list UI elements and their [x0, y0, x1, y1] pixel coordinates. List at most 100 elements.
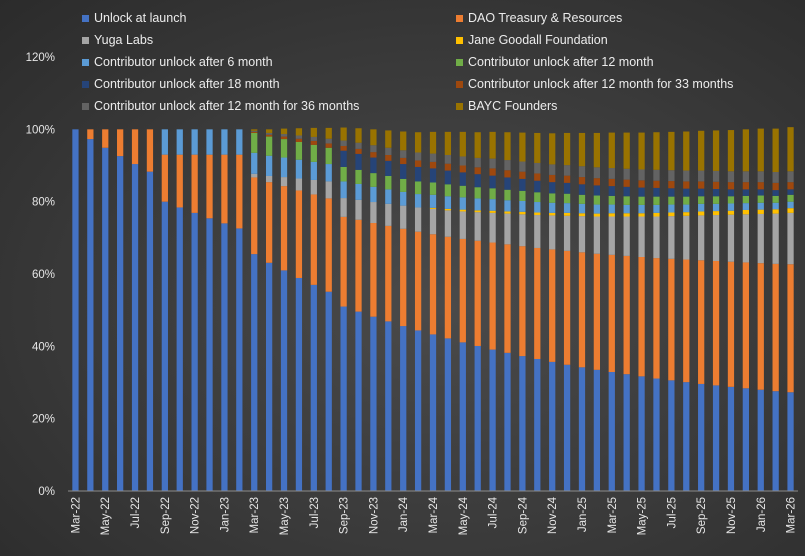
bar-segment: [251, 177, 258, 255]
bar-segment: [638, 213, 645, 217]
bar-segment: [489, 158, 496, 169]
x-tick-label: May-25: [637, 497, 649, 535]
bar-segment: [355, 128, 362, 143]
bar-segment: [489, 212, 496, 243]
bar-segment: [385, 147, 392, 156]
bar-segment: [385, 189, 392, 204]
bar-segment: [787, 212, 794, 265]
bar-segment: [623, 132, 630, 169]
bar-segment: [727, 386, 735, 491]
bar-segment: [712, 211, 720, 216]
bar-segment: [429, 168, 437, 183]
bar-segment: [251, 129, 258, 131]
bar-segment: [742, 214, 749, 263]
bar-segment: [608, 178, 615, 187]
x-tick-label: Mar-24: [428, 496, 440, 533]
bar-segment: [638, 180, 645, 188]
bar-segment: [102, 129, 109, 148]
bar-segment: [549, 215, 556, 250]
bar-segment: [787, 182, 794, 190]
legend-swatch: [456, 102, 463, 110]
bar-segment: [146, 129, 154, 172]
bar-segment: [295, 190, 303, 278]
legend-label: Contributor unlock after 12 month: [468, 55, 654, 69]
bar-segment: [593, 167, 601, 179]
bar-segment: [474, 174, 481, 188]
bar-segment: [578, 194, 586, 204]
bar-segment: [429, 131, 437, 154]
bar-segment: [117, 129, 124, 157]
bar-segment: [355, 183, 362, 200]
bar-segment: [206, 129, 213, 155]
bar-segment: [370, 186, 377, 203]
bar-segment: [698, 170, 705, 182]
bar-segment: [727, 171, 735, 183]
y-tick-label: 100%: [26, 124, 55, 136]
bar-segment: [668, 181, 675, 189]
bar-segment: [474, 132, 481, 158]
bar-segment: [325, 127, 332, 139]
bar-segment: [310, 194, 317, 285]
bar-segment: [683, 181, 690, 189]
legend-label: Contributor unlock after 12 month for 36…: [94, 99, 360, 113]
bar-segment: [742, 203, 749, 210]
bar-segment: [742, 189, 749, 196]
bar-segment: [385, 175, 392, 190]
bar-segment: [519, 246, 526, 357]
legend-label: Yuga Labs: [94, 33, 154, 47]
legend-swatch: [82, 36, 89, 44]
bar-segment: [295, 135, 303, 139]
bar-segment: [623, 168, 630, 180]
bar-segment: [221, 129, 228, 155]
bar-segment: [623, 204, 630, 214]
bar-segment: [638, 169, 645, 181]
bar-segment: [459, 209, 466, 212]
bar-segment: [757, 213, 764, 264]
bar-segment: [400, 150, 407, 158]
bar-segment: [191, 154, 198, 213]
bar-segment: [593, 253, 601, 370]
bar-segment: [623, 179, 630, 187]
legend-item: Jane Goodall Foundation: [456, 30, 608, 50]
bar-segment: [251, 131, 258, 133]
bar-segment: [161, 154, 168, 202]
bar-segment: [131, 164, 139, 492]
x-tick-label: Nov-24: [547, 496, 559, 534]
bar-segment: [444, 170, 452, 185]
bar-segment: [519, 132, 526, 162]
legend-swatch: [82, 80, 89, 88]
bar-segment: [772, 263, 779, 392]
bar-segment: [638, 376, 645, 491]
bar-segment: [221, 154, 228, 224]
bar-segment: [444, 184, 452, 197]
legend-label: Contributor unlock after 12 month for 33…: [468, 77, 734, 91]
legend-item: Contributor unlock after 12 month for 36…: [82, 96, 359, 116]
bar-segment: [370, 173, 377, 187]
bar-segment: [87, 129, 94, 140]
x-tick-label: Jan-26: [756, 497, 768, 532]
bar-segment: [578, 203, 586, 214]
x-tick-label: Mar-25: [607, 497, 619, 533]
bar-segment: [265, 175, 273, 183]
bar-segment: [742, 182, 749, 190]
bar-segment: [519, 200, 526, 212]
bar-segment: [534, 132, 541, 163]
bar-segment: [563, 215, 571, 251]
bar-segment: [712, 215, 720, 261]
bar-segment: [325, 138, 332, 144]
x-tick-label: Sep-22: [160, 497, 172, 534]
bar-segment: [519, 178, 526, 191]
bar-segment: [653, 187, 660, 197]
x-tick-label: Jan-23: [219, 497, 231, 532]
y-tick-label: 60%: [32, 269, 55, 281]
bar-segment: [727, 130, 735, 172]
bar-segment: [563, 203, 571, 213]
bar-segment: [534, 180, 541, 193]
bar-segment: [608, 254, 615, 373]
bar-segment: [295, 141, 303, 160]
bar-segment: [772, 190, 779, 196]
bar-segment: [459, 165, 466, 173]
bar-segment: [504, 132, 511, 161]
bar-segment: [280, 157, 288, 178]
